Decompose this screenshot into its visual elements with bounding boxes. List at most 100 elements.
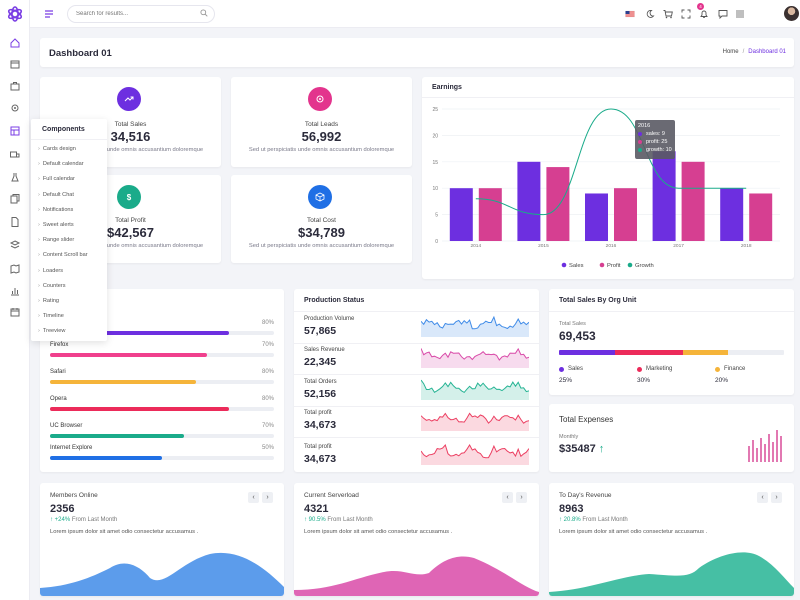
production-sparkline bbox=[421, 315, 529, 337]
stat-card-total-leads: Total Leads 56,992 Sed ut perspiciatis u… bbox=[231, 77, 412, 167]
expenses-value: $35487 bbox=[559, 443, 596, 455]
layout-icon[interactable] bbox=[8, 124, 22, 138]
prev-button[interactable]: ‹ bbox=[757, 492, 768, 503]
menu-item[interactable]: Content Scroll bar bbox=[38, 252, 88, 258]
map-icon[interactable] bbox=[8, 262, 22, 276]
browser-percent: 80% bbox=[261, 369, 274, 375]
org-legend-label: Finance bbox=[724, 366, 746, 372]
search-input[interactable] bbox=[67, 5, 215, 23]
avatar[interactable] bbox=[784, 6, 799, 21]
production-value: 22,345 bbox=[304, 356, 337, 368]
menu-item[interactable]: Treeview bbox=[38, 328, 65, 334]
bottom-area-chart bbox=[294, 556, 539, 596]
menu-item[interactable]: Default Chat bbox=[38, 192, 74, 198]
production-sparkline bbox=[421, 443, 529, 465]
bar-profit bbox=[614, 188, 637, 241]
next-button[interactable]: › bbox=[262, 492, 273, 503]
cart-icon[interactable] bbox=[662, 8, 674, 20]
layers-icon[interactable] bbox=[8, 238, 22, 252]
chat-icon[interactable] bbox=[717, 8, 729, 20]
flask-icon[interactable] bbox=[8, 170, 22, 184]
menu-item[interactable]: Sweet alerts bbox=[38, 222, 74, 228]
area-shape bbox=[549, 552, 794, 596]
sparkline-line bbox=[421, 443, 529, 459]
fullscreen-icon[interactable] bbox=[680, 8, 692, 20]
org-bar-segment bbox=[682, 350, 728, 355]
browser-progress-bar bbox=[50, 407, 274, 411]
legend-dot bbox=[637, 366, 642, 372]
menu-item[interactable]: Counters bbox=[38, 283, 66, 289]
stat-value: 34,516 bbox=[110, 129, 151, 144]
logo-icon[interactable] bbox=[5, 4, 25, 24]
page-header: Dashboard 01 Home / Dashboard 01 bbox=[40, 38, 794, 67]
area-shape bbox=[294, 556, 539, 596]
box-icon[interactable] bbox=[8, 57, 22, 71]
menu-item[interactable]: Range slider bbox=[38, 237, 74, 243]
browser-percent: 70% bbox=[261, 423, 274, 429]
production-label: Total Orders bbox=[304, 379, 337, 385]
stat-description: Sed ut perspiciatis unde omnis accusanti… bbox=[57, 243, 204, 249]
menu-item[interactable]: Timeline bbox=[38, 313, 64, 319]
org-legend-percent: 30% bbox=[637, 377, 651, 384]
bar-sales bbox=[652, 151, 676, 241]
bar-sales bbox=[585, 193, 608, 241]
menu-item[interactable]: Cards design bbox=[38, 146, 76, 152]
tooltip-sales: sales: 9 bbox=[646, 131, 665, 137]
org-title: Total Sales By Org Unit bbox=[559, 297, 637, 304]
calendar-icon[interactable] bbox=[8, 305, 22, 319]
truck-icon[interactable] bbox=[8, 148, 22, 162]
prev-button[interactable]: ‹ bbox=[248, 492, 259, 503]
bottom-area-chart bbox=[40, 552, 284, 596]
next-button[interactable]: › bbox=[771, 492, 782, 503]
y-tick-label: 0 bbox=[435, 239, 438, 245]
browser-progress-bar bbox=[50, 434, 274, 438]
copy-icon[interactable] bbox=[8, 192, 22, 206]
menu-item[interactable]: Loaders bbox=[38, 268, 63, 274]
stat-value: $42,567 bbox=[107, 225, 154, 240]
file-icon[interactable] bbox=[8, 215, 22, 229]
chart-icon[interactable] bbox=[8, 284, 22, 298]
search-icon[interactable] bbox=[200, 9, 208, 17]
tooltip-profit: profit: 25 bbox=[646, 139, 668, 145]
briefcase-icon[interactable] bbox=[8, 79, 22, 93]
menu-item[interactable]: Rating bbox=[38, 298, 59, 304]
x-tick-label: 2018 bbox=[741, 243, 752, 249]
settings-icon[interactable] bbox=[8, 101, 22, 115]
bottom-card-value: 8963 bbox=[559, 503, 584, 515]
next-button[interactable]: › bbox=[516, 492, 527, 503]
browser-progress-bar bbox=[50, 331, 274, 335]
sparkline-line bbox=[421, 347, 529, 361]
browser-name: Internet Explore bbox=[50, 445, 93, 451]
home-icon[interactable] bbox=[8, 36, 22, 50]
production-sparkline bbox=[421, 379, 529, 400]
org-total: 69,453 bbox=[559, 329, 596, 343]
menu-item[interactable]: Full calendar bbox=[38, 176, 75, 182]
menu-toggle-icon[interactable] bbox=[44, 9, 54, 19]
org-legend-percent: 20% bbox=[715, 377, 729, 384]
flag-us-icon[interactable] bbox=[624, 8, 636, 20]
prev-button[interactable]: ‹ bbox=[502, 492, 513, 503]
change-percent: +24% bbox=[54, 517, 71, 523]
menu-item[interactable]: Default calendar bbox=[38, 161, 84, 167]
expenses-subtitle: Monthly bbox=[559, 434, 579, 440]
sparkline-area bbox=[421, 348, 529, 368]
moon-icon[interactable] bbox=[644, 8, 656, 20]
breadcrumb-home[interactable]: Home bbox=[722, 49, 739, 55]
org-legend-item: Sales bbox=[559, 366, 583, 372]
list-icon[interactable] bbox=[734, 8, 746, 20]
stat-value: $34,789 bbox=[298, 225, 345, 240]
menu-item[interactable]: Notifications bbox=[38, 207, 73, 213]
browser-name: Opera bbox=[50, 396, 67, 402]
sparkline-line bbox=[421, 379, 529, 394]
x-tick-label: 2015 bbox=[538, 243, 549, 249]
page-title: Dashboard 01 bbox=[49, 48, 112, 59]
bar-profit bbox=[546, 167, 570, 241]
bell-icon[interactable] bbox=[698, 8, 710, 20]
y-tick-label: 10 bbox=[432, 186, 438, 192]
production-value: 34,673 bbox=[304, 453, 337, 465]
components-menu: Components Cards design Default calendar F… bbox=[31, 119, 107, 341]
x-tick-label: 2014 bbox=[470, 243, 481, 249]
arrow-up-icon: ↑ bbox=[559, 517, 564, 523]
browser-percent: 80% bbox=[261, 396, 274, 402]
production-label: Total profit bbox=[304, 410, 332, 416]
